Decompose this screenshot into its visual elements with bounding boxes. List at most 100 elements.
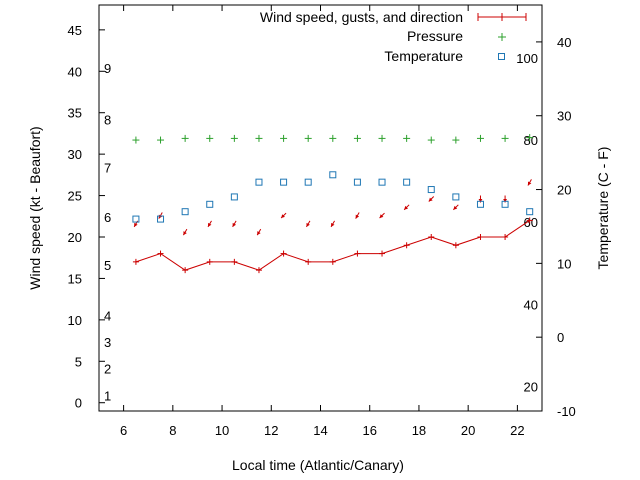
pressure-point [427,136,435,144]
arrow-head [232,222,237,227]
arrow-head [503,198,508,203]
pressure-point [255,134,263,142]
temperature-point [280,178,288,186]
pressure-point [378,134,386,142]
beaufort-label: 8 [104,112,111,127]
y-tick-label: 10 [68,313,82,328]
arrow-head [404,205,409,210]
beaufort-label: 4 [104,309,111,324]
temperature-point [329,171,337,179]
arrow-head [379,214,384,219]
temperature-point [452,193,460,201]
pressure-point [476,134,484,142]
wind-direction-arrow [280,212,287,219]
wind-point [231,258,238,265]
y-tick-label: 25 [68,189,82,204]
wind-direction-arrow [379,212,385,219]
wind-point [280,250,287,257]
legend: Wind speed, gusts, and direction Pressur… [260,9,527,64]
arrow-head [134,222,138,227]
temperature-point [304,178,312,186]
wind-point [403,242,410,249]
x-tick-label: 6 [120,423,127,438]
temperature-point [181,208,189,216]
wind-direction-arrow [256,228,262,236]
wind-direction-arrow [207,220,212,228]
wind-direction-arrow [158,212,163,219]
wind-point [132,258,139,265]
fahrenheit-labels: 20 40 60 80 100 [516,51,538,394]
x-axis-ticks: 6 8 10 12 14 16 18 20 22 [120,5,525,438]
arrow-head [208,222,212,227]
series-temperature [132,171,534,223]
beaufort-labels: 1 2 3 4 5 6 7 8 9 [104,61,111,403]
fahrenheit-label: 20 [524,380,538,395]
wind-point [157,250,164,257]
pressure-point [132,136,140,144]
temperature-point [353,178,361,186]
pressure-point [206,134,214,142]
beaufort-label: 6 [104,210,111,225]
x-tick-label: 20 [461,423,475,438]
wind-direction-arrow [403,204,410,211]
fahrenheit-label: 60 [524,215,538,230]
arrow-head [428,197,433,202]
y-tick-label: 20 [68,230,82,245]
temperature-point [403,178,411,186]
x-tick-label: 8 [169,423,176,438]
wind-point [452,242,459,249]
x-axis-title: Local time (Atlantic/Canary) [232,457,404,473]
beaufort-label: 5 [104,258,111,273]
pressure-point [403,134,411,142]
x-tick-label: 16 [362,423,376,438]
temperature-point [132,215,140,223]
legend-swatch-temperature [498,53,505,60]
pressure-point [353,134,361,142]
y2-tick-label: 40 [557,35,571,50]
arrow-head [331,222,335,227]
arrow-head [183,231,187,236]
y-tick-label: 30 [68,147,82,162]
wind-point [305,258,312,265]
wind-point [182,267,189,274]
pressure-point [157,136,165,144]
arrow-head [257,231,261,236]
beaufort-label: 2 [104,362,111,377]
wind-point [206,258,213,265]
x-tick-label: 22 [510,423,524,438]
fahrenheit-label: 100 [516,51,538,66]
series-wind [132,217,533,274]
arrow-head [453,205,458,210]
arrow-head [281,214,285,219]
temperature-point [206,200,214,208]
x-tick-label: 18 [412,423,426,438]
y-axis-title: Wind speed (kt - Beaufort) [27,126,43,289]
wind-point [329,258,336,265]
y-tick-label: 15 [68,271,82,286]
temperature-point [427,186,435,194]
series-pressure [132,134,534,144]
y2-tick-label: 10 [557,256,571,271]
arrow-head [355,214,360,219]
wind-point [428,234,435,240]
temperature-point [476,200,484,208]
pressure-point [230,134,238,142]
temperature-point [230,193,238,201]
legend-swatch-wind [477,13,527,21]
legend-label-temperature: Temperature [384,48,463,64]
wind-direction-arrow [306,220,311,228]
y2-tick-label: 30 [557,109,571,124]
y-tick-label: 45 [68,23,82,38]
x-tick-label: 10 [215,423,229,438]
temperature-point [526,208,534,216]
wind-point [502,234,509,240]
temperature-point [501,200,509,208]
pressure-point [304,134,312,142]
beaufort-label: 3 [104,335,111,350]
beaufort-label: 1 [104,388,111,403]
y2-axis-ticks: -10 0 10 20 30 40 [536,35,576,419]
y-axis-ticks: 0 5 10 15 20 25 30 35 40 45 [68,23,105,411]
plot-frame [98,4,543,412]
wind-point [379,250,386,257]
y2-tick-label: 20 [557,183,571,198]
